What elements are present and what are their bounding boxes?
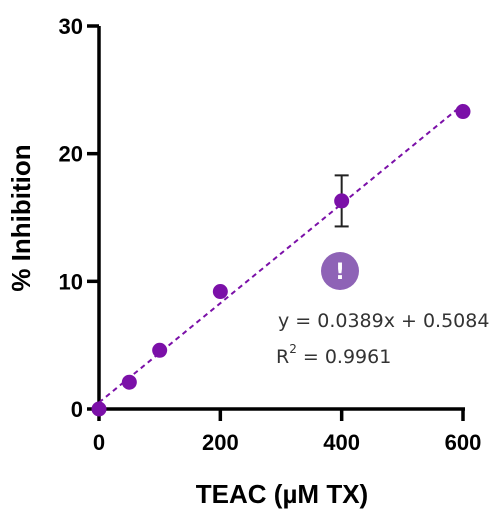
y-tick-label: 10 bbox=[59, 269, 83, 294]
regression-line bbox=[98, 103, 464, 404]
x-tick-label: 600 bbox=[445, 430, 482, 455]
x-tick-label: 200 bbox=[202, 430, 239, 455]
y-tick-label: 0 bbox=[71, 397, 83, 422]
data-points bbox=[91, 104, 471, 417]
data-point bbox=[455, 104, 471, 120]
data-point bbox=[152, 342, 168, 358]
x-axis-title: TEAC (µM TX) bbox=[196, 479, 368, 509]
fit-equation: y = 0.0389x + 0.5084 bbox=[278, 310, 489, 332]
data-point bbox=[334, 193, 350, 209]
r-squared-prefix: R bbox=[276, 346, 289, 368]
y-tick-label: 30 bbox=[59, 14, 83, 39]
x-tick-label: 0 bbox=[93, 430, 105, 455]
data-point bbox=[212, 284, 228, 300]
x-ticks: 0 200 400 600 bbox=[93, 409, 481, 455]
r-squared-superscript: 2 bbox=[289, 342, 297, 356]
data-point bbox=[91, 401, 107, 417]
data-point bbox=[121, 374, 137, 390]
axes bbox=[97, 26, 465, 411]
y-axis-title: % Inhibition bbox=[6, 144, 36, 291]
y-ticks: 0 10 20 30 bbox=[59, 14, 99, 422]
fit-line-group bbox=[98, 103, 464, 404]
r-squared-value: = 0.9961 bbox=[297, 346, 391, 368]
y-tick-label: 20 bbox=[59, 142, 83, 167]
r-squared-annotation: R2 = 0.9961 bbox=[276, 342, 391, 368]
warning-icon-glyph: ! bbox=[335, 260, 345, 285]
warning-icon: ! bbox=[321, 252, 359, 290]
warning-icon-circle bbox=[321, 252, 359, 290]
x-tick-label: 400 bbox=[323, 430, 360, 455]
